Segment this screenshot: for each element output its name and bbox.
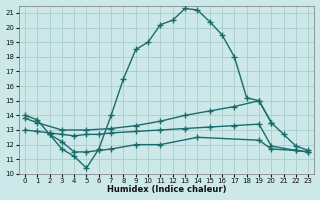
X-axis label: Humidex (Indice chaleur): Humidex (Indice chaleur) xyxy=(107,185,226,194)
